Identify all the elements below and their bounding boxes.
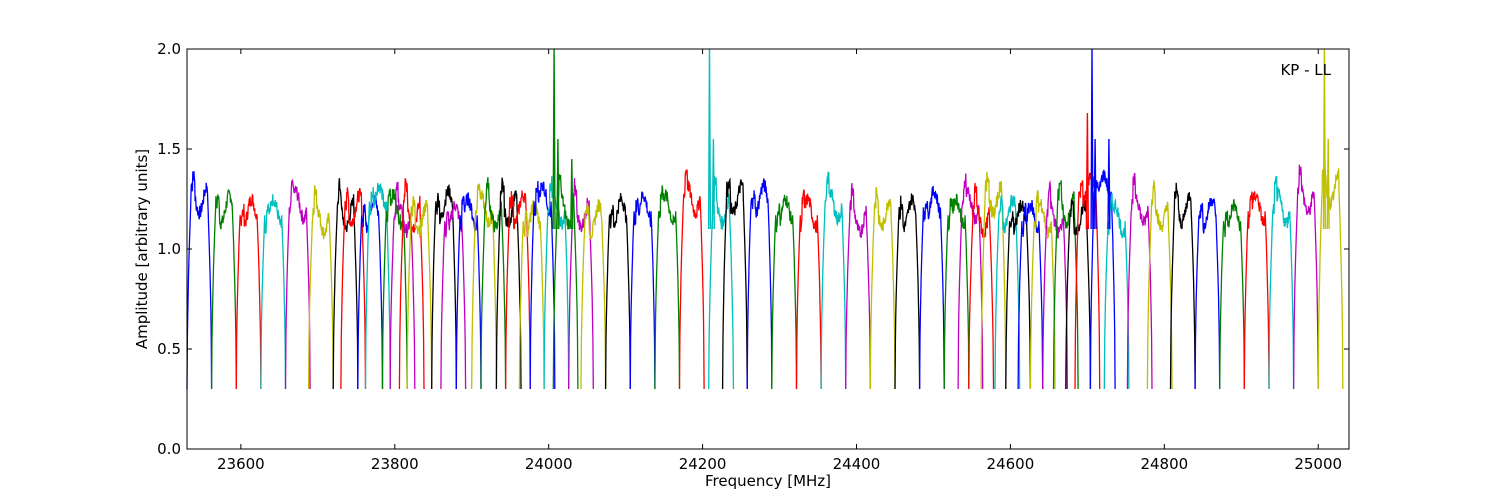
- series-line-40: [918, 185, 945, 390]
- x-tick-label: 24200: [679, 455, 727, 473]
- x-tick-label: 24400: [833, 455, 881, 473]
- series-line-43: [968, 182, 995, 390]
- series-line-38: [869, 187, 896, 390]
- series-line-37: [845, 183, 871, 390]
- y-axis-label: Amplitude [arbitrary units]: [133, 149, 151, 349]
- series-line-21: [518, 200, 545, 390]
- y-tick-label: 1.5: [157, 140, 181, 158]
- series-line-12: [398, 178, 425, 390]
- series-line-48: [1029, 189, 1056, 390]
- y-tick-label: 2.0: [157, 40, 181, 58]
- series-line-32: [721, 177, 748, 390]
- series-line-28: [629, 191, 656, 390]
- series-line-44: [980, 171, 1007, 390]
- spike-10: [1326, 138, 1330, 230]
- series-line-47: [1017, 200, 1044, 390]
- y-tick-label: 0.5: [157, 340, 181, 358]
- series-line-7: [340, 187, 367, 390]
- series-line-14: [431, 184, 457, 390]
- series-line-27: [604, 192, 631, 390]
- annotation: KP - LL: [1280, 61, 1331, 79]
- series-line-16: [455, 192, 482, 390]
- series-line-17: [471, 183, 498, 390]
- series-line-13: [406, 196, 433, 390]
- series-line-6: [332, 178, 359, 390]
- x-axis: 23600 23800 24000 24200 24400 24600 24800 25000: [217, 49, 1342, 473]
- series-line-45: [994, 194, 1021, 390]
- spike-1: [556, 138, 560, 230]
- x-tick-label: 24000: [525, 455, 573, 473]
- spike-5: [1085, 112, 1090, 230]
- y-tick-label: 1.0: [157, 240, 181, 258]
- y-tick-label: 0.0: [157, 440, 181, 458]
- series-line-30: [678, 169, 705, 390]
- series-line-62: [1292, 164, 1319, 390]
- x-tick-label: 23600: [217, 455, 265, 473]
- series-line-33: [746, 178, 773, 390]
- series-line-3: [260, 194, 287, 390]
- x-tick-label: 23800: [371, 455, 419, 473]
- series-line-59: [1219, 199, 1245, 390]
- series-line-22: [529, 180, 556, 390]
- spike-layer: [552, 48, 1330, 230]
- series-line-2: [235, 193, 262, 390]
- series-line-0: [186, 171, 213, 390]
- spike-4: [711, 138, 715, 230]
- series-line-34: [771, 194, 798, 390]
- series-line-60: [1243, 191, 1270, 390]
- series-line-4: [284, 179, 311, 390]
- spike-8: [1107, 138, 1111, 230]
- series-line-29: [654, 185, 681, 390]
- series-line-57: [1169, 182, 1196, 390]
- plot-area: [187, 49, 1349, 449]
- y-axis: 0.0 0.5 1.0 1.5 2.0: [157, 40, 1349, 458]
- x-tick-label: 24800: [1140, 455, 1188, 473]
- series-line-26: [580, 199, 607, 390]
- series-line-56: [1146, 179, 1173, 390]
- spike-2: [570, 158, 574, 230]
- series-line-42: [957, 173, 984, 390]
- series-line-9: [364, 183, 391, 390]
- series-line-1: [210, 189, 237, 390]
- series-layer: [186, 163, 1344, 390]
- x-tick-label: 24600: [987, 455, 1035, 473]
- series-line-55: [1126, 172, 1153, 390]
- x-axis-label: Frequency [MHz]: [705, 472, 831, 490]
- series-line-41: [943, 193, 970, 390]
- series-line-36: [820, 171, 847, 390]
- series-line-18: [480, 177, 507, 390]
- series-line-20: [504, 190, 531, 390]
- series-line-39: [894, 193, 921, 390]
- series-line-58: [1194, 197, 1221, 390]
- x-tick-label: 25000: [1294, 455, 1342, 473]
- series-line-35: [795, 188, 822, 390]
- series-line-5: [307, 185, 334, 390]
- spike-7: [1093, 138, 1097, 230]
- series-line-50: [1052, 180, 1079, 390]
- series-line-63: [1317, 163, 1344, 390]
- series-line-61: [1268, 175, 1295, 390]
